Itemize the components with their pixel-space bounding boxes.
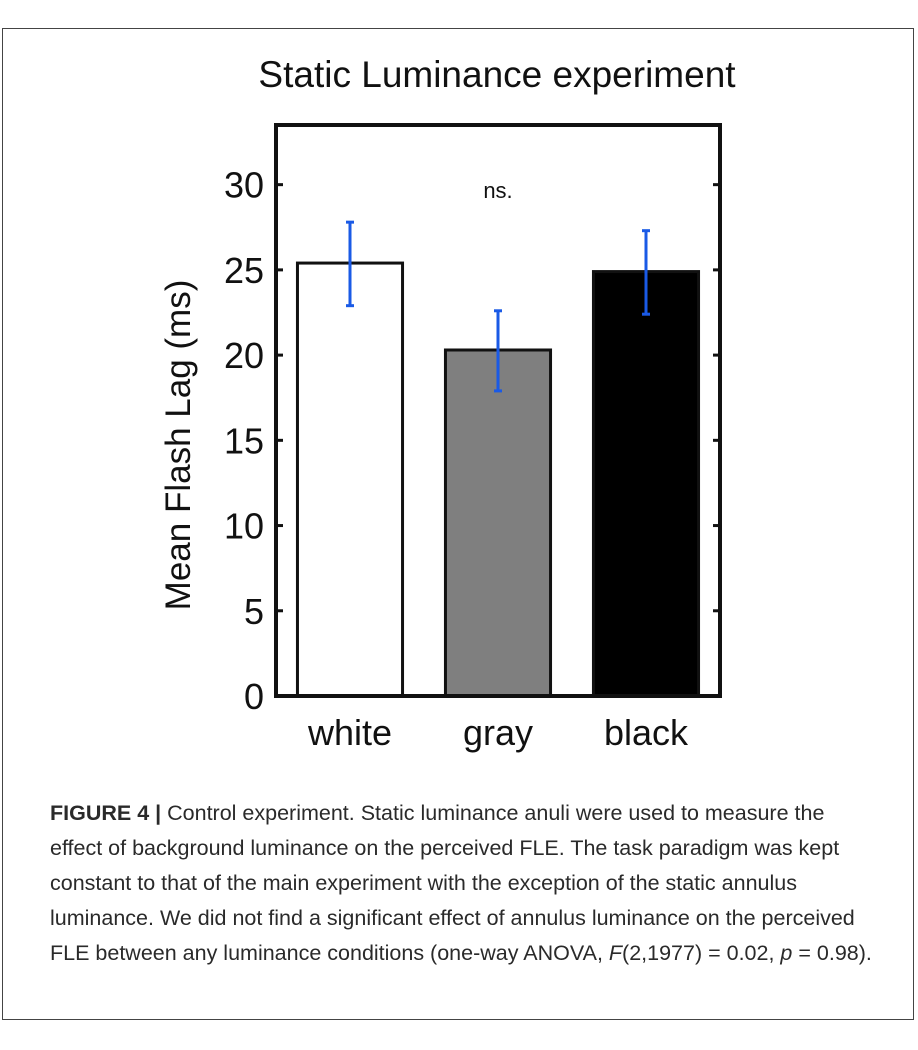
caption-text-3: = 0.98). [792, 941, 872, 965]
f-symbol: F [608, 941, 623, 965]
figure-caption: FIGURE 4 | Control experiment. Static lu… [50, 796, 875, 971]
p-symbol: p [780, 941, 793, 965]
error-bar-black [642, 229, 650, 316]
x-tick-label-white: white [307, 712, 392, 753]
y-tick-label-30: 30 [224, 165, 264, 206]
bar-chart: Static Luminance experiment Mean Flash L… [159, 54, 736, 753]
chart-title: Static Luminance experiment [258, 54, 736, 95]
y-tick-label-25: 25 [224, 250, 264, 291]
caption-text-2: (2,1977) = 0.02, [622, 941, 781, 965]
x-tick-label-gray: gray [463, 712, 533, 753]
significance-annotation: ns. [483, 178, 512, 203]
error-bar-gray [494, 309, 502, 393]
x-tick-label-black: black [604, 712, 689, 753]
y-tick-label-15: 15 [224, 420, 264, 461]
y-tick-label-5: 5 [244, 591, 264, 632]
y-tick-label-0: 0 [244, 676, 264, 717]
figure-frame [2, 28, 914, 1020]
bar-white [295, 261, 405, 698]
y-axis-label: Mean Flash Lag (ms) [159, 280, 198, 611]
figure-label: FIGURE 4 | [50, 801, 162, 825]
plot-frame [274, 123, 722, 698]
caption-text-1: Control experiment. Static luminance anu… [50, 801, 855, 965]
y-tick-label-10: 10 [224, 506, 264, 547]
bar-black [591, 270, 701, 698]
bar-gray [443, 348, 553, 698]
error-bar-white [346, 220, 354, 308]
y-tick-label-20: 20 [224, 335, 264, 376]
